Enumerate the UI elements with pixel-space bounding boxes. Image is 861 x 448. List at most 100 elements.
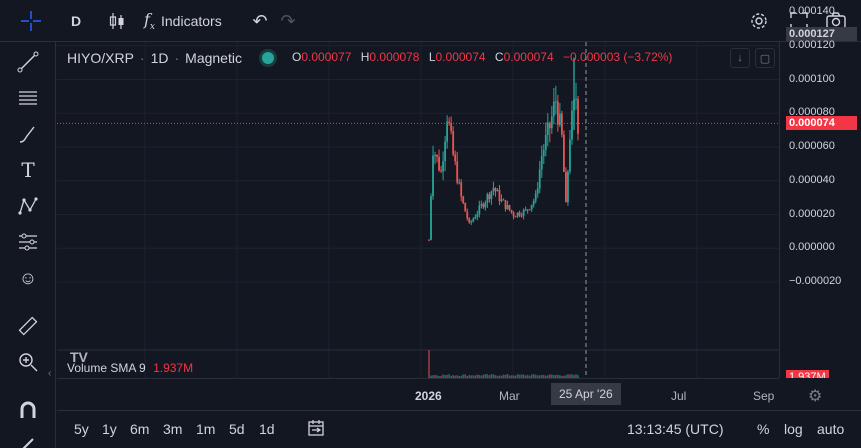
candle-body (577, 98, 579, 134)
candle-body (536, 188, 539, 194)
pattern-icon[interactable] (14, 192, 42, 220)
volume-bar (450, 375, 452, 378)
symbol-name[interactable]: HIYO/XRP (67, 50, 134, 66)
volume-bar (555, 374, 557, 378)
time-axis[interactable]: 2026 Mar Jul Sep 25 Apr '26 (57, 378, 779, 410)
volume-bar (536, 375, 539, 378)
volume-bar (472, 375, 475, 378)
volume-bar (452, 375, 454, 378)
drawing-toolbar: T ☺ ‹ (0, 42, 56, 448)
candle-body (518, 212, 521, 216)
candle-body (567, 171, 569, 203)
volume-bar (490, 374, 493, 378)
candle-body (552, 101, 555, 117)
volume-bar (512, 375, 515, 378)
volume-bar (542, 374, 545, 378)
candle-body (498, 189, 501, 202)
candle-body (560, 113, 563, 135)
candle-body (482, 203, 485, 208)
candle-body (458, 182, 461, 184)
clock[interactable]: 13:13:45 (UTC) (627, 421, 724, 437)
fullscreen-icon[interactable] (788, 9, 810, 33)
volume-bar (496, 375, 499, 378)
range-1d[interactable]: 1d (259, 421, 275, 437)
candle-body (442, 161, 444, 172)
trendline-icon[interactable] (14, 48, 42, 76)
volume-bar (538, 375, 541, 378)
download-icon[interactable]: ↓ (730, 48, 750, 68)
volume-bar (553, 374, 555, 378)
candle-body (540, 156, 543, 170)
zoom-in-icon[interactable] (14, 348, 42, 376)
candle-body (472, 218, 475, 222)
auto-toggle[interactable]: auto (817, 421, 845, 437)
text-tool-icon[interactable]: T (21, 158, 35, 182)
volume-bar (468, 374, 471, 378)
range-6m[interactable]: 6m (130, 421, 150, 437)
volume-bar (488, 375, 491, 378)
percent-toggle[interactable]: % (757, 421, 770, 437)
volume-bar (492, 374, 495, 378)
range-5y[interactable]: 5y (74, 421, 89, 437)
volume-bar (522, 374, 525, 378)
candle-body (520, 215, 523, 217)
range-1y[interactable]: 1y (102, 421, 117, 437)
volume-bar (526, 374, 529, 378)
candle-body (538, 169, 541, 189)
top-toolbar: D fx Indicators ↶ ↷ (0, 0, 861, 42)
pencil-lock-icon[interactable] (14, 430, 42, 448)
volume-bar (486, 374, 489, 378)
candle-body (558, 113, 561, 125)
interval-button[interactable]: D (70, 13, 82, 29)
price-tick: 0.000080 (789, 106, 835, 119)
candle-body (508, 205, 511, 211)
range-5d[interactable]: 5d (229, 421, 245, 437)
prediction-icon[interactable] (14, 228, 42, 256)
range-3m[interactable]: 3m (163, 421, 183, 437)
candle-body (565, 171, 567, 203)
axis-settings-gear-icon[interactable]: ⚙ (808, 388, 823, 405)
candle-body (430, 196, 432, 240)
ruler-icon[interactable] (14, 312, 42, 340)
volume-bar (428, 350, 430, 378)
magnet-icon[interactable] (14, 396, 42, 424)
goto-date-icon[interactable] (307, 419, 325, 440)
redo-icon[interactable]: ↷ (280, 10, 296, 31)
maximize-pane-icon[interactable]: ▢ (755, 48, 775, 68)
volume-bar (434, 374, 436, 378)
candle-body (478, 205, 481, 214)
candle-body (532, 200, 535, 205)
candle-style-icon[interactable] (106, 9, 128, 33)
indicators-label: Indicators (161, 13, 222, 29)
range-1m[interactable]: 1m (196, 421, 216, 437)
log-toggle[interactable]: log (784, 421, 803, 437)
candle-body (510, 210, 513, 213)
undo-icon[interactable]: ↶ (252, 10, 268, 31)
emoji-icon[interactable]: ☺ (18, 267, 38, 288)
candle-body (496, 189, 499, 192)
candle-body (556, 101, 559, 125)
brush-icon[interactable] (14, 120, 42, 148)
candle-body (512, 212, 515, 217)
price-tick: −0.000020 (789, 275, 842, 287)
volume-bar (575, 374, 577, 378)
volume-label: Volume SMA 9 (67, 361, 146, 375)
time-tick: Jul (671, 389, 687, 403)
volume-bar (464, 374, 467, 378)
candle-body (528, 209, 531, 211)
price-axis[interactable]: 0.000140 0.000127 0.000120 0.000100 0.000080… (779, 5, 861, 378)
volume-bar (480, 375, 483, 378)
volume-value: 1.937M (153, 361, 194, 375)
volume-bar (528, 375, 531, 378)
candle-body (550, 116, 553, 129)
collapse-arrow-icon[interactable]: ‹ (48, 368, 52, 379)
crosshair-icon[interactable] (18, 8, 44, 34)
settings-gear-icon[interactable] (748, 9, 770, 33)
volume-bar (458, 375, 461, 378)
volume-bar (567, 374, 569, 378)
horizontal-lines-icon[interactable] (14, 84, 42, 112)
volume-bar (563, 375, 565, 378)
chart-pane[interactable] (57, 42, 779, 378)
candle-body (522, 209, 525, 216)
indicators-button[interactable]: fx Indicators (144, 9, 240, 33)
